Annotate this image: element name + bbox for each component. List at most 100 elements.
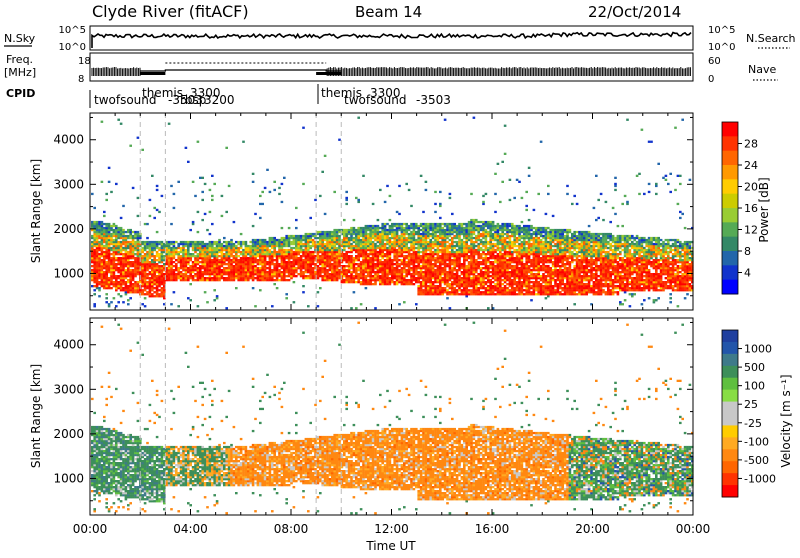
power-cell [242, 277, 245, 279]
power-cell [259, 195, 262, 197]
power-cell [367, 263, 370, 265]
power-cell [456, 277, 459, 279]
power-cell [463, 267, 466, 269]
power-cell [477, 231, 480, 233]
power-cell [281, 247, 284, 249]
power-cell [189, 229, 192, 231]
power-cell [307, 245, 310, 247]
power-cell [439, 267, 442, 269]
power-cell [211, 263, 214, 265]
power-cell [434, 237, 437, 239]
power-cell [257, 247, 260, 249]
power-cell [108, 259, 111, 261]
power-cell [487, 235, 490, 237]
power-cell [105, 279, 108, 281]
power-cell [326, 243, 329, 245]
power-cell [247, 265, 250, 267]
power-cell [348, 267, 351, 269]
power-cell [413, 227, 416, 229]
power-cell [432, 251, 435, 253]
power-cell [170, 263, 173, 265]
power-cell [369, 273, 372, 275]
power-cell [331, 231, 334, 233]
power-cell [473, 279, 476, 281]
power-cell [273, 263, 276, 265]
power-cell [429, 229, 432, 231]
power-cell [446, 265, 449, 267]
power-cell [110, 281, 113, 283]
power-cell [485, 271, 488, 273]
power-cell [113, 261, 116, 263]
power-cell [449, 229, 452, 231]
power-cell [434, 233, 437, 235]
power-cell [225, 267, 228, 269]
power-cell [101, 261, 104, 263]
power-cell [386, 243, 389, 245]
power-cell [261, 255, 264, 257]
power-cell [480, 233, 483, 235]
power-cell [398, 227, 401, 229]
power-cell [158, 283, 161, 285]
power-cell [434, 239, 437, 241]
power-cell [403, 235, 406, 237]
power-cell [384, 245, 387, 247]
power-cell [283, 253, 286, 255]
power-cell [437, 261, 440, 263]
power-cell [434, 279, 437, 281]
power-cell [391, 265, 394, 267]
power-cell [482, 243, 485, 245]
power-cell [357, 249, 360, 251]
power-cell [391, 263, 394, 265]
power-cell [297, 265, 300, 267]
power-cell [93, 267, 96, 269]
power-cell [331, 245, 334, 247]
power-cell [331, 273, 334, 275]
power-cell [415, 265, 418, 267]
power-cell [434, 275, 437, 277]
power-cell [475, 265, 478, 267]
power-cell [225, 255, 228, 257]
power-cell [117, 231, 120, 233]
power-cell [417, 241, 420, 243]
power-cell [494, 287, 497, 289]
power-cell [422, 263, 425, 265]
power-cell [101, 251, 104, 253]
power-cell [326, 247, 329, 249]
power-cell [103, 227, 106, 229]
power-cell [221, 265, 224, 267]
power-cell [381, 269, 384, 271]
power-cell [273, 283, 276, 285]
power-cell [350, 279, 353, 281]
power-cell [348, 259, 351, 261]
power-cell [422, 247, 425, 249]
power-cell [429, 265, 432, 267]
power-cell [175, 267, 178, 269]
power-cell [228, 277, 231, 279]
power-cell [425, 281, 428, 283]
power-cell [199, 269, 202, 271]
power-cell [201, 267, 204, 269]
power-cell [379, 275, 382, 277]
power-cell [513, 271, 516, 273]
power-cell [281, 271, 284, 273]
power-cell [405, 279, 408, 281]
power-cell [492, 245, 495, 247]
power-cell [494, 237, 497, 239]
power-cell [122, 287, 125, 289]
power-cell [305, 233, 308, 235]
power-cell [441, 281, 444, 283]
power-cell [127, 241, 130, 243]
power-cell [115, 249, 118, 251]
power-cell [405, 257, 408, 259]
power-cell [456, 231, 459, 233]
power-cell [225, 279, 228, 281]
power-cell [305, 257, 308, 259]
power-cell [213, 277, 216, 279]
power-cell [427, 285, 430, 287]
power-cell [434, 257, 437, 259]
power-cell [271, 279, 274, 281]
power-cell [465, 247, 468, 249]
power-cell [494, 229, 497, 231]
power-cell [177, 269, 180, 271]
power-cell [470, 235, 473, 237]
